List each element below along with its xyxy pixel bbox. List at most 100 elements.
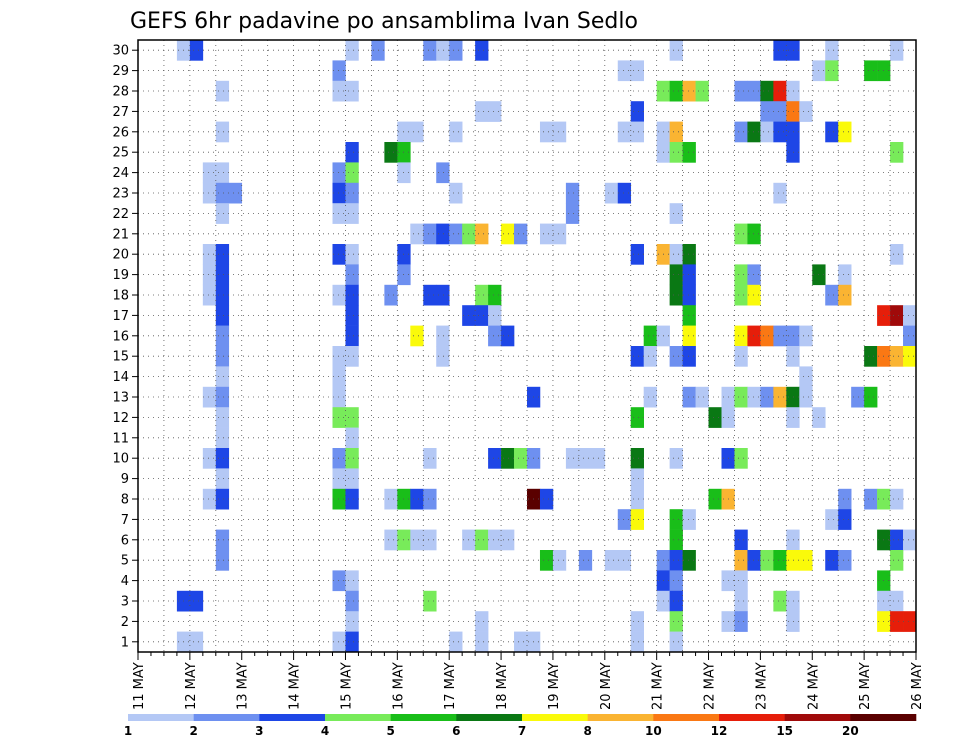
heatmap-cell <box>215 182 230 204</box>
x-tick-label: 19 MAY <box>547 662 562 710</box>
heatmap-cell <box>786 386 800 408</box>
x-tick-label: 25 MAY <box>858 662 873 710</box>
heatmap-cell <box>332 203 346 224</box>
heatmap-cell <box>669 611 683 632</box>
heatmap-cell <box>332 244 346 265</box>
y-tick-label: 24 <box>112 166 129 181</box>
heatmap-cell <box>669 40 683 61</box>
x-tick-label: 24 MAY <box>806 662 821 710</box>
heatmap-cell <box>423 488 437 510</box>
y-tick-label: 14 <box>112 370 129 385</box>
heatmap-cell <box>345 427 359 449</box>
heatmap-cell <box>475 284 489 306</box>
y-tick-label: 23 <box>112 187 129 202</box>
heatmap-cell <box>669 509 683 530</box>
heatmap-cell <box>630 346 644 367</box>
x-tick-label: 12 MAY <box>184 662 199 710</box>
heatmap-cell <box>747 80 761 102</box>
y-tick-label: 27 <box>112 105 129 120</box>
heatmap-cell <box>475 101 489 122</box>
heatmap-cell <box>773 121 787 143</box>
heatmap-cell <box>423 223 437 245</box>
heatmap-cell <box>773 386 787 408</box>
heatmap-cell <box>488 305 502 326</box>
heatmap-cell <box>786 40 800 61</box>
heatmap-cell <box>799 366 813 388</box>
heatmap-cell <box>630 101 644 122</box>
colorbar-swatch <box>850 714 917 721</box>
heatmap-cell <box>669 142 683 163</box>
colorbar-swatch <box>325 714 391 721</box>
heatmap-cell <box>773 101 787 122</box>
heatmap-cell <box>747 264 761 286</box>
x-tick-label: 22 MAY <box>703 662 718 710</box>
heatmap-cell <box>578 448 593 469</box>
heatmap-cell <box>734 386 748 408</box>
chart-grid <box>138 40 916 652</box>
y-tick-label: 9 <box>121 472 129 487</box>
heatmap-cell <box>786 142 800 163</box>
heatmap-cell <box>332 468 346 490</box>
heatmap-cell <box>539 223 554 245</box>
heatmap-cell <box>514 223 528 245</box>
heatmap-cell <box>539 550 554 571</box>
heatmap-cell <box>384 142 398 163</box>
heatmap-cell <box>332 631 346 653</box>
heatmap-cell <box>669 121 683 143</box>
heatmap-cell <box>838 509 852 530</box>
heatmap-cell <box>345 325 359 347</box>
heatmap-cell <box>617 182 632 204</box>
heatmap-cell <box>734 264 748 286</box>
y-tick-label: 11 <box>112 431 129 446</box>
heatmap-cell <box>578 550 593 571</box>
heatmap-cell <box>838 488 852 510</box>
y-tick-label: 13 <box>112 391 129 406</box>
heatmap-cell <box>734 611 748 632</box>
heatmap-cell <box>202 182 217 204</box>
x-tick-label: 17 MAY <box>443 662 458 710</box>
heatmap-cell <box>215 80 230 102</box>
heatmap-cell <box>423 284 437 306</box>
heatmap-cell <box>682 509 696 530</box>
heatmap-cell <box>760 101 774 122</box>
heatmap-cell <box>669 264 683 286</box>
y-tick-label: 7 <box>121 513 129 528</box>
heatmap-cell <box>345 40 359 61</box>
colorbar-label: 6 <box>452 724 460 738</box>
heatmap-cell <box>475 40 489 61</box>
y-tick-label: 16 <box>112 329 129 344</box>
heatmap-cell <box>215 366 230 388</box>
colorbar-swatch <box>719 714 785 721</box>
heatmap-cell <box>825 40 839 61</box>
heatmap-cell <box>423 529 437 551</box>
x-tick-label: 13 MAY <box>236 662 251 710</box>
heatmap-cell <box>345 284 359 306</box>
heatmap-cell <box>682 284 696 306</box>
heatmap-cell <box>345 570 359 592</box>
x-tick-label: 15 MAY <box>339 662 354 710</box>
colorbar-swatch <box>193 714 260 721</box>
heatmap-cell <box>747 386 761 408</box>
heatmap-cell <box>617 121 632 143</box>
heatmap-cell <box>799 101 813 122</box>
heatmap-cell <box>708 488 722 510</box>
heatmap-cell <box>332 162 346 184</box>
heatmap-cell <box>669 346 683 367</box>
heatmap-cell <box>384 488 398 510</box>
heatmap-cell <box>630 468 644 490</box>
heatmap-cell <box>643 346 657 367</box>
heatmap-cell <box>345 611 359 632</box>
heatmap-cell <box>890 305 904 326</box>
colorbar-swatch <box>587 714 654 721</box>
heatmap-cell <box>215 550 230 571</box>
heatmap-cell <box>215 386 230 408</box>
heatmap-cell <box>488 101 502 122</box>
heatmap-cell <box>215 346 230 367</box>
heatmap-cell <box>890 550 904 571</box>
heatmap-cell <box>345 468 359 490</box>
heatmap-cell <box>501 325 515 347</box>
heatmap-cell <box>734 529 748 551</box>
x-tick-label: 26 MAY <box>910 662 925 710</box>
heatmap-cell <box>604 550 619 571</box>
